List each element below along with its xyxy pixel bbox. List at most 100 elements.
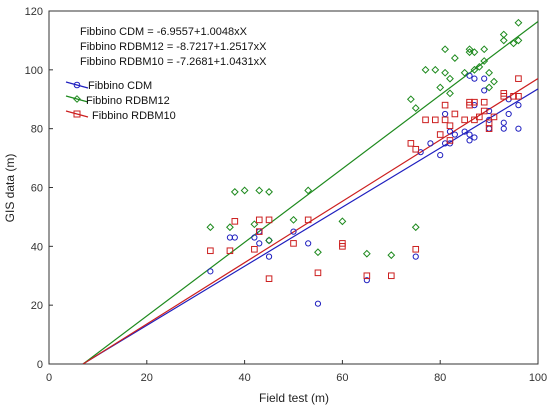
point-rdbm10 (231, 218, 239, 225)
point-rdbm12 (406, 95, 415, 104)
legend-marker-rdbm10 (73, 110, 81, 118)
point-rdbm12 (446, 74, 454, 83)
point-rdbm12 (446, 89, 454, 98)
point-rdbm10 (515, 75, 522, 82)
point-rdbm10 (226, 247, 234, 255)
point-rdbm12 (470, 65, 479, 74)
point-cdm (305, 240, 312, 247)
point-rdbm10 (480, 98, 488, 106)
x-tick-label: 40 (238, 372, 250, 384)
point-rdbm10 (476, 113, 483, 121)
point-rdbm10 (441, 101, 449, 109)
point-cdm (500, 125, 507, 132)
point-cdm (515, 102, 522, 109)
point-rdbm12 (362, 249, 371, 258)
y-tick-label: 40 (31, 241, 43, 253)
point-rdbm12 (387, 251, 396, 260)
point-rdbm12 (441, 68, 449, 77)
legend-line-cdm (65, 81, 89, 89)
legend-marker-cdm (73, 81, 81, 89)
point-rdbm12 (226, 223, 234, 232)
point-rdbm12 (499, 36, 508, 45)
point-rdbm12 (436, 83, 445, 92)
point-rdbm12 (514, 36, 523, 45)
legend-line-rdbm10 (65, 110, 89, 118)
point-rdbm10 (412, 245, 420, 253)
y-tick-label: 20 (31, 300, 43, 312)
point-rdbm12 (460, 68, 469, 77)
legend-label-rdbm12: Fibbino RDBM12 (86, 95, 170, 107)
point-rdbm12 (480, 57, 489, 65)
point-cdm (412, 253, 419, 260)
point-rdbm12 (411, 104, 420, 112)
point-cdm (231, 234, 238, 241)
point-rdbm12 (206, 223, 215, 232)
x-tick-label: 0 (46, 372, 52, 384)
legend-line-rdbm12 (65, 95, 89, 103)
point-rdbm10 (485, 119, 493, 127)
point-rdbm12 (265, 236, 273, 245)
point-rdbm12 (475, 62, 484, 71)
point-cdm (265, 253, 273, 260)
equation-rdbm12: Fibbino RDBM12 = -8.7217+1.2517xX (80, 41, 267, 53)
point-rdbm12 (314, 248, 322, 257)
point-rdbm10 (339, 240, 346, 247)
y-tick-label: 120 (25, 6, 43, 18)
point-cdm (466, 137, 473, 144)
x-axis: 0 20 40 60 80 100 (46, 360, 547, 384)
point-cdm (251, 234, 258, 241)
point-cdm (207, 268, 214, 275)
fit-line-circle (82, 88, 538, 364)
x-axis-label: Field test (m) (259, 391, 329, 405)
point-cdm (314, 300, 322, 307)
point-rdbm10 (510, 93, 517, 100)
point-cdm (427, 140, 434, 147)
x-tick-label: 20 (141, 372, 153, 384)
data-points (206, 18, 523, 307)
point-cdm (481, 87, 488, 94)
point-rdbm12 (230, 188, 239, 196)
point-rdbm12 (304, 186, 313, 195)
point-rdbm10 (304, 216, 312, 224)
legend-item-rdbm10: Fibbino RDBM10 (65, 110, 176, 122)
point-rdbm10 (441, 116, 449, 124)
point-cdm (256, 240, 263, 247)
point-rdbm12 (490, 77, 498, 86)
point-cdm (471, 134, 478, 141)
point-cdm (481, 75, 488, 82)
point-rdbm10 (251, 245, 258, 253)
point-rdbm10 (255, 216, 263, 224)
legend-marker-rdbm12 (73, 95, 81, 103)
point-rdbm12 (470, 48, 479, 57)
point-rdbm10 (446, 122, 454, 130)
point-rdbm10 (407, 140, 415, 147)
legend-item-cdm: Fibbino CDM (65, 80, 152, 92)
y-tick-label: 0 (37, 359, 43, 371)
point-rdbm10 (265, 275, 273, 282)
point-cdm (466, 72, 473, 79)
point-cdm (437, 152, 444, 159)
point-cdm (461, 128, 468, 135)
point-rdbm12 (265, 188, 273, 196)
point-rdbm10 (265, 216, 273, 224)
fit-line-diamond (82, 20, 538, 364)
point-rdbm12 (514, 18, 523, 27)
plot-area (48, 10, 539, 365)
point-rdbm10 (515, 93, 522, 100)
equation-cdm: Fibbino CDM = -6.9557+1.0048xX (80, 26, 248, 38)
y-axis: 0 20 40 60 80 100 120 (25, 6, 53, 371)
point-cdm (471, 75, 478, 82)
y-axis-label: GIS data (m) (3, 154, 17, 223)
point-rdbm10 (363, 272, 371, 280)
legend-item-rdbm12: Fibbino RDBM12 (65, 95, 170, 107)
y-tick-label: 80 (31, 124, 43, 136)
point-rdbm10 (422, 116, 429, 124)
point-rdbm10 (500, 90, 508, 97)
point-rdbm12 (441, 45, 449, 54)
point-rdbm10 (207, 247, 214, 255)
point-rdbm10 (255, 228, 263, 235)
point-rdbm10 (451, 110, 459, 118)
point-rdbm12 (240, 186, 249, 195)
point-rdbm10 (480, 107, 488, 115)
